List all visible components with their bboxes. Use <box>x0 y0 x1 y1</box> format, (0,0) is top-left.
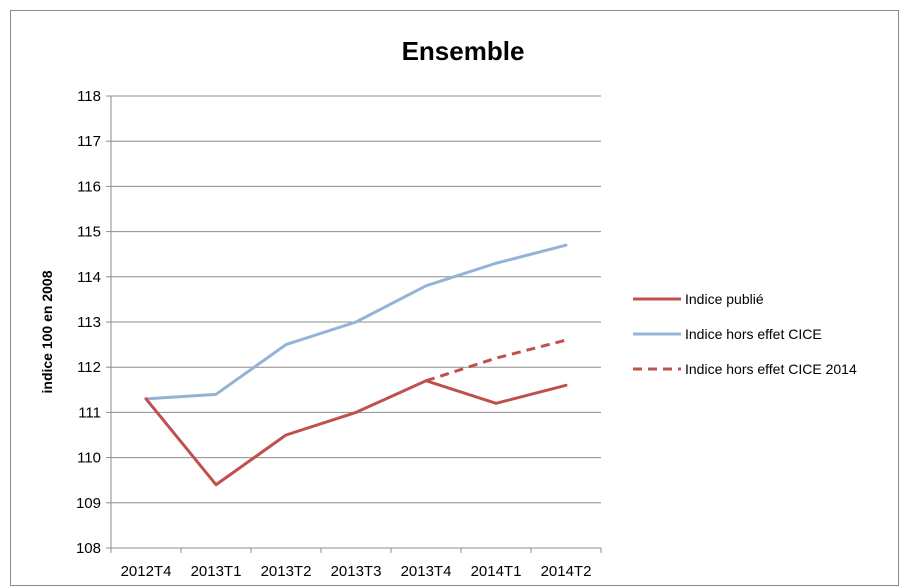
chart-frame: Ensemble indice 100 en 2008 108 109 110 111… <box>10 10 899 586</box>
y-tick-label: 114 <box>77 269 101 286</box>
x-tick-label: 2014T2 <box>541 563 592 580</box>
y-tick-label: 111 <box>78 404 101 421</box>
y-tick-label: 116 <box>77 178 101 195</box>
y-tick-label: 108 <box>76 540 101 557</box>
y-tick-labels: 108 109 110 111 112 113 114 115 116 117 118 <box>76 88 101 557</box>
x-tick-labels: 2012T4 2013T1 2013T2 2013T3 2013T4 2014T1 2014… <box>121 563 592 580</box>
series-line <box>425 338 567 383</box>
x-tick-label: 2013T4 <box>401 563 452 580</box>
x-tick-label: 2014T1 <box>471 563 522 580</box>
x-tick-label: 2013T1 <box>191 563 242 580</box>
legend-label: Indice hors effet CICE 2014 <box>685 361 857 377</box>
y-tick-label: 112 <box>77 359 101 376</box>
series-line <box>144 243 568 401</box>
legend-label: Indice publié <box>685 291 764 307</box>
y-axis-label: indice 100 en 2008 <box>39 270 55 393</box>
y-tick-label: 113 <box>77 314 101 331</box>
y-tick-label: 118 <box>77 88 101 105</box>
series-lines <box>144 243 568 487</box>
y-tick-label: 109 <box>76 495 101 512</box>
line-chart: Ensemble indice 100 en 2008 108 109 110 111… <box>39 36 857 580</box>
chart-title: Ensemble <box>402 36 525 66</box>
y-tick-label: 110 <box>77 450 101 467</box>
y-tick-label: 115 <box>77 224 101 241</box>
x-tick-label: 2013T3 <box>331 563 382 580</box>
y-tick-label: 117 <box>77 133 101 150</box>
legend-label: Indice hors effet CICE <box>685 326 822 342</box>
x-tick-label: 2013T2 <box>261 563 312 580</box>
x-tick-label: 2012T4 <box>121 563 172 580</box>
axes <box>106 95 602 553</box>
legend: Indice publié Indice hors effet CICE Indic… <box>633 291 857 377</box>
series-line <box>144 379 568 487</box>
